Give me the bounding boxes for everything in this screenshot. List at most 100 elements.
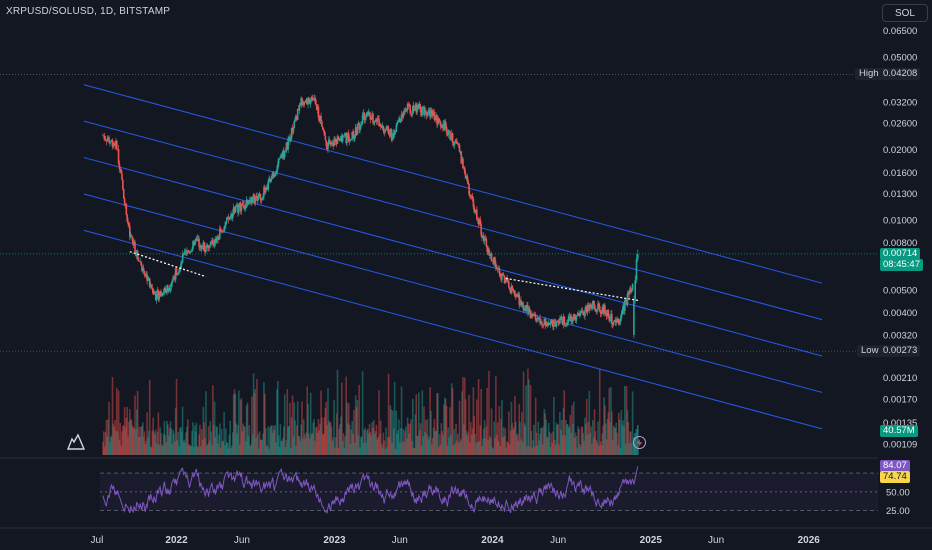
candle-body xyxy=(551,319,553,324)
candle-body xyxy=(628,291,630,295)
volume-bar xyxy=(332,437,334,455)
volume-bar xyxy=(263,382,265,455)
candle-body xyxy=(264,187,266,193)
volume-bar xyxy=(302,438,304,455)
candle-body xyxy=(256,195,258,201)
candle-body xyxy=(377,118,379,119)
candle-body xyxy=(267,180,270,190)
candle-body xyxy=(431,110,433,112)
candle-body xyxy=(337,136,340,138)
volume-bar xyxy=(275,442,277,455)
volume-bar xyxy=(476,442,479,455)
candle-body xyxy=(341,135,344,142)
candle-body xyxy=(268,179,270,181)
volume-bar xyxy=(475,442,477,455)
candle-body xyxy=(163,287,166,293)
volume-bar xyxy=(171,443,174,455)
candle-body xyxy=(396,122,399,125)
volume-bar xyxy=(440,423,443,455)
candle-body xyxy=(348,140,351,142)
volume-bar xyxy=(521,412,523,455)
bolt-event-icon[interactable] xyxy=(633,436,646,449)
volume-bar xyxy=(104,432,107,455)
time-axis-label: Jun xyxy=(234,535,250,546)
volume-bar xyxy=(347,403,350,455)
volume-bar xyxy=(317,419,320,455)
candle-body xyxy=(125,204,128,215)
volume-bar xyxy=(177,432,180,455)
time-axis-label: Jun xyxy=(708,535,724,546)
candle-body xyxy=(290,127,293,139)
volume-bar xyxy=(215,426,218,455)
candle-body xyxy=(566,321,569,323)
volume-bar xyxy=(125,418,128,455)
volume-bar xyxy=(557,424,559,455)
candle-body xyxy=(614,320,617,323)
channel-line-0 xyxy=(83,84,823,284)
candle-body xyxy=(146,274,148,281)
low-value-tag: 0.00273 xyxy=(880,345,921,358)
volume-bar xyxy=(271,432,274,455)
volume-bar xyxy=(340,416,342,455)
channel-line-4 xyxy=(83,229,823,430)
volume-bar xyxy=(206,445,208,455)
volume-bar xyxy=(106,436,109,455)
candle-body xyxy=(495,267,498,269)
candle-body xyxy=(567,316,570,322)
candle-body xyxy=(191,248,193,252)
candle-body xyxy=(187,251,190,253)
candle-body xyxy=(309,99,312,104)
volume-bar xyxy=(289,448,292,455)
volume-bar xyxy=(367,433,370,455)
volume-bar xyxy=(246,402,249,455)
axis-labels: 0.06500 0.05000 0.03200 0.02600 0.02000 0.016… xyxy=(0,26,932,546)
volume-bar xyxy=(496,422,499,455)
volume-bar xyxy=(197,447,199,455)
candle-body xyxy=(444,121,446,131)
candle-body xyxy=(282,150,284,159)
volume-bar xyxy=(247,436,250,455)
candle-body xyxy=(435,114,437,118)
volume-bar xyxy=(571,405,573,455)
volume-bar xyxy=(468,394,470,455)
candle-body xyxy=(375,120,378,122)
candle-body xyxy=(328,139,330,145)
candle-body xyxy=(467,180,469,184)
volume-bar xyxy=(563,390,566,455)
volume-bar xyxy=(378,390,380,455)
candle-body xyxy=(195,238,198,240)
volume-bar xyxy=(175,378,178,455)
volume-bar xyxy=(235,423,238,455)
candle-body xyxy=(358,123,360,130)
candle-body xyxy=(105,140,108,142)
volume-bar xyxy=(277,435,280,455)
candle-body xyxy=(343,134,346,136)
volume-bar xyxy=(424,419,427,455)
volume-bar xyxy=(501,400,503,455)
candle-body xyxy=(355,127,358,135)
candle-body xyxy=(549,323,552,325)
candle-body xyxy=(304,102,307,104)
candle-body xyxy=(594,309,597,312)
candle-body xyxy=(102,135,104,137)
candle-body xyxy=(612,321,615,326)
volume-bar xyxy=(244,426,246,455)
currency-button[interactable]: SOL xyxy=(882,4,928,22)
volume-bar xyxy=(409,423,412,455)
candle-body xyxy=(127,221,129,225)
high-value-tag: 0.04208 xyxy=(880,68,921,81)
volume-bar xyxy=(504,428,507,455)
candle-body xyxy=(172,277,174,281)
volume-bar xyxy=(623,426,625,455)
candle-body xyxy=(440,125,443,128)
volume-bar xyxy=(458,400,461,455)
candle-body xyxy=(255,195,257,198)
volume-bar xyxy=(426,419,429,455)
candle-body xyxy=(321,121,323,127)
volume-bar xyxy=(245,405,248,455)
candle-body xyxy=(616,319,618,323)
candle-body xyxy=(224,225,226,227)
rsi-ma-tag: 74.74 xyxy=(880,471,910,484)
